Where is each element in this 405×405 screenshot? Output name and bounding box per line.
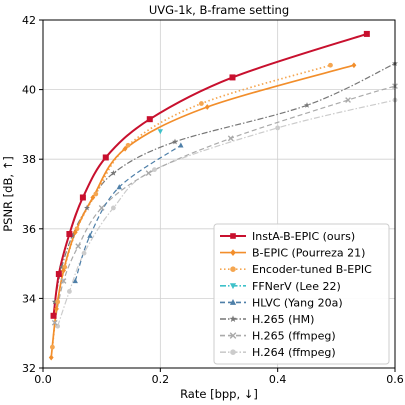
legend-item: H.264 (ffmpeg) [220, 346, 336, 359]
legend-marker [229, 315, 237, 322]
y-tick-label: 36 [22, 223, 36, 236]
legend-marker [230, 249, 236, 256]
data-point [172, 138, 178, 145]
legend-marker [230, 266, 236, 273]
data-point [84, 204, 90, 211]
legend-label: HLVC (Yang 20a) [252, 296, 343, 309]
chart-title: UVG-1k, B-frame setting [149, 3, 289, 17]
data-point [50, 312, 57, 319]
legend-marker [229, 283, 237, 290]
data-point [79, 194, 86, 201]
data-point [351, 62, 357, 69]
data-point [58, 263, 65, 270]
data-point [72, 278, 78, 284]
data-point [111, 205, 116, 211]
data-point [204, 104, 210, 110]
data-point [363, 30, 370, 37]
y-tick-label: 42 [22, 14, 36, 27]
legend-label: B-EPIC (Pourreza 21) [252, 247, 365, 260]
legend-label: H.264 (ffmpeg) [252, 346, 336, 359]
data-point [87, 232, 93, 238]
data-point [178, 142, 184, 148]
data-point [145, 170, 152, 177]
legend-marker [230, 349, 236, 356]
data-point [93, 191, 99, 197]
data-point [345, 97, 351, 103]
data-point [199, 101, 204, 106]
data-point [67, 289, 72, 294]
x-axis: 0.0 0.2 0.4 0.6 [34, 368, 404, 386]
plot-frame [42, 19, 396, 369]
data-point [102, 154, 109, 161]
legend-item: Encoder-tuned B-EPIC [220, 263, 372, 276]
legend-marker [229, 332, 237, 339]
data-point [227, 135, 234, 142]
data-point [98, 205, 105, 211]
legend-item: InstA-B-EPIC (ours) [220, 230, 355, 243]
data-point [74, 226, 80, 232]
legend-item: FFNerV (Lee 22) [220, 280, 341, 293]
y-tick-label: 40 [22, 84, 36, 97]
data-point [125, 142, 131, 148]
series-line [52, 32, 368, 316]
data-point [229, 74, 236, 81]
data-point [60, 278, 67, 284]
y-tick-label: 34 [22, 292, 36, 305]
data-point [90, 194, 96, 201]
data-point [328, 62, 333, 68]
legend-label: InstA-B-EPIC (ours) [252, 230, 355, 243]
x-tick-label: 0.0 [34, 373, 52, 386]
legend-marker [229, 299, 237, 305]
legend-box [213, 223, 390, 365]
data-point [72, 229, 78, 236]
data-point [51, 319, 58, 326]
series-line [50, 64, 355, 358]
x-axis-label: Rate [bpp, ↓] [180, 387, 258, 401]
data-point [116, 184, 122, 190]
legend-label: FFNerV (Lee 22) [252, 280, 341, 293]
data-point [110, 170, 117, 176]
legend-label: H.265 (HM) [252, 313, 314, 326]
y-tick-label: 32 [22, 362, 36, 375]
data-point [122, 145, 128, 152]
series-line [54, 85, 396, 323]
data-point [157, 129, 163, 135]
data-point [81, 250, 87, 256]
legend-item: B-EPIC (Pourreza 21) [220, 247, 365, 260]
legend-label: H.265 (ffmpeg) [252, 330, 336, 343]
legend-item: H.265 (ffmpeg) [220, 330, 336, 343]
y-axis-label: PSNR [dB, ↑] [1, 156, 15, 232]
series-markers [48, 30, 398, 361]
data-point [66, 231, 73, 238]
legend-marker [230, 233, 236, 239]
data-point [54, 305, 59, 312]
series-line [74, 144, 182, 282]
x-tick-label: 0.2 [152, 373, 170, 386]
data-point [49, 344, 55, 350]
legend-label: Encoder-tuned B-EPIC [252, 263, 372, 276]
x-tick-label: 0.4 [269, 373, 287, 386]
data-point [275, 125, 281, 131]
data-point [75, 243, 82, 250]
data-point [55, 271, 62, 278]
legend-item: H.265 (HM) [220, 313, 314, 326]
data-point [152, 167, 157, 173]
data-point [146, 116, 153, 123]
data-point [48, 354, 54, 361]
legend-item: HLVC (Yang 20a) [220, 296, 343, 309]
y-tick-label: 38 [22, 153, 36, 166]
legend: InstA-B-EPIC (ours) B-EPIC (Pourreza 21) E… [213, 223, 390, 365]
data-point [55, 299, 61, 305]
data-point [304, 102, 310, 108]
x-tick-label: 0.6 [386, 373, 404, 386]
data-point [51, 298, 58, 305]
data-point [61, 267, 66, 274]
y-axis: 32 34 36 38 40 42 [22, 14, 43, 375]
